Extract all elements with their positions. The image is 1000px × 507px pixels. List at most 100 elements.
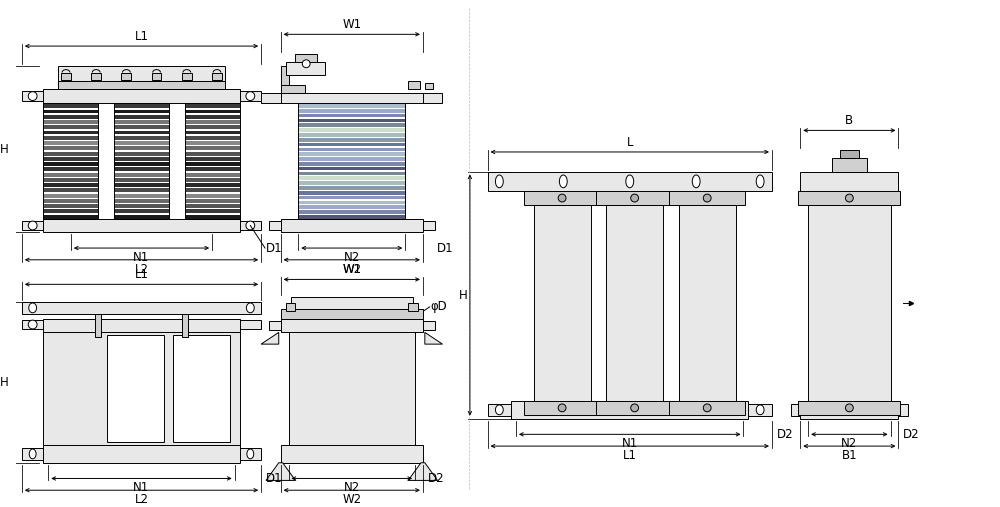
Bar	[425, 83, 433, 89]
Text: W2: W2	[342, 493, 361, 506]
Text: W1: W1	[342, 264, 361, 276]
Bar	[43, 89, 240, 103]
Bar	[43, 141, 98, 145]
Bar	[43, 157, 98, 161]
Text: H: H	[0, 376, 8, 389]
Bar	[298, 114, 405, 118]
Bar	[408, 303, 418, 311]
Bar	[43, 214, 98, 219]
Bar	[185, 204, 240, 208]
Bar	[91, 73, 101, 81]
Bar	[173, 335, 230, 442]
Bar	[152, 73, 161, 81]
Ellipse shape	[626, 175, 634, 188]
Bar	[114, 104, 169, 108]
Bar	[800, 171, 898, 191]
Bar	[43, 136, 98, 140]
Bar	[43, 333, 240, 445]
Bar	[114, 209, 169, 213]
Bar	[43, 204, 98, 208]
Bar	[43, 103, 98, 219]
Bar	[43, 178, 98, 182]
Bar	[298, 167, 405, 170]
Bar	[832, 158, 867, 171]
Bar	[185, 115, 240, 119]
Ellipse shape	[756, 405, 764, 415]
Circle shape	[631, 404, 639, 412]
Text: D1: D1	[437, 241, 453, 255]
Bar	[679, 205, 736, 401]
Bar	[185, 209, 240, 213]
Text: L1: L1	[134, 268, 148, 281]
Bar	[298, 119, 405, 122]
Bar	[43, 115, 98, 119]
Bar	[114, 141, 169, 145]
Bar	[185, 152, 240, 156]
Bar	[298, 182, 405, 185]
Bar	[289, 333, 415, 445]
Bar	[298, 210, 405, 214]
Bar	[22, 448, 43, 460]
Bar	[43, 162, 98, 166]
Bar	[185, 189, 240, 192]
Text: D2: D2	[903, 428, 920, 441]
Bar	[114, 110, 169, 114]
Text: L1: L1	[134, 30, 148, 43]
Bar	[114, 115, 169, 119]
Bar	[114, 120, 169, 124]
Bar	[298, 186, 405, 190]
Bar	[22, 302, 261, 314]
Bar	[298, 162, 405, 166]
Bar	[114, 178, 169, 182]
Bar	[898, 404, 908, 416]
Ellipse shape	[29, 303, 37, 313]
Bar	[524, 191, 600, 205]
Bar	[281, 318, 423, 333]
Bar	[488, 404, 511, 416]
Bar	[43, 183, 98, 187]
Bar	[121, 73, 131, 81]
Text: H: H	[459, 288, 468, 302]
Bar	[281, 445, 423, 463]
Bar	[606, 205, 663, 401]
Circle shape	[28, 221, 37, 230]
Bar	[43, 110, 98, 114]
Bar	[114, 136, 169, 140]
Bar	[298, 133, 405, 137]
Bar	[240, 221, 261, 230]
Bar	[511, 401, 748, 419]
Bar	[114, 172, 169, 176]
Polygon shape	[266, 463, 295, 481]
Bar	[185, 120, 240, 124]
Bar	[281, 66, 289, 85]
Text: N2: N2	[344, 481, 360, 494]
Bar	[286, 303, 295, 311]
Bar	[114, 162, 169, 166]
Bar	[114, 157, 169, 161]
Text: B: B	[845, 115, 853, 127]
Ellipse shape	[246, 303, 254, 313]
Bar	[281, 85, 305, 93]
Bar	[298, 153, 405, 156]
Bar	[298, 104, 405, 108]
Bar	[114, 214, 169, 219]
Bar	[185, 147, 240, 150]
Bar	[240, 319, 261, 330]
Bar	[185, 178, 240, 182]
Bar	[669, 191, 745, 205]
Bar	[748, 404, 772, 416]
Text: W2: W2	[342, 263, 361, 276]
Bar	[524, 401, 600, 415]
Text: L2: L2	[134, 493, 148, 506]
Text: N2: N2	[344, 251, 360, 264]
Bar	[488, 171, 772, 191]
Bar	[295, 54, 317, 62]
Bar	[61, 73, 71, 81]
Bar	[43, 167, 98, 171]
Bar	[298, 138, 405, 141]
Bar	[281, 309, 423, 318]
Circle shape	[631, 194, 639, 202]
Bar	[423, 320, 435, 331]
Bar	[22, 319, 43, 330]
Bar	[212, 73, 222, 81]
